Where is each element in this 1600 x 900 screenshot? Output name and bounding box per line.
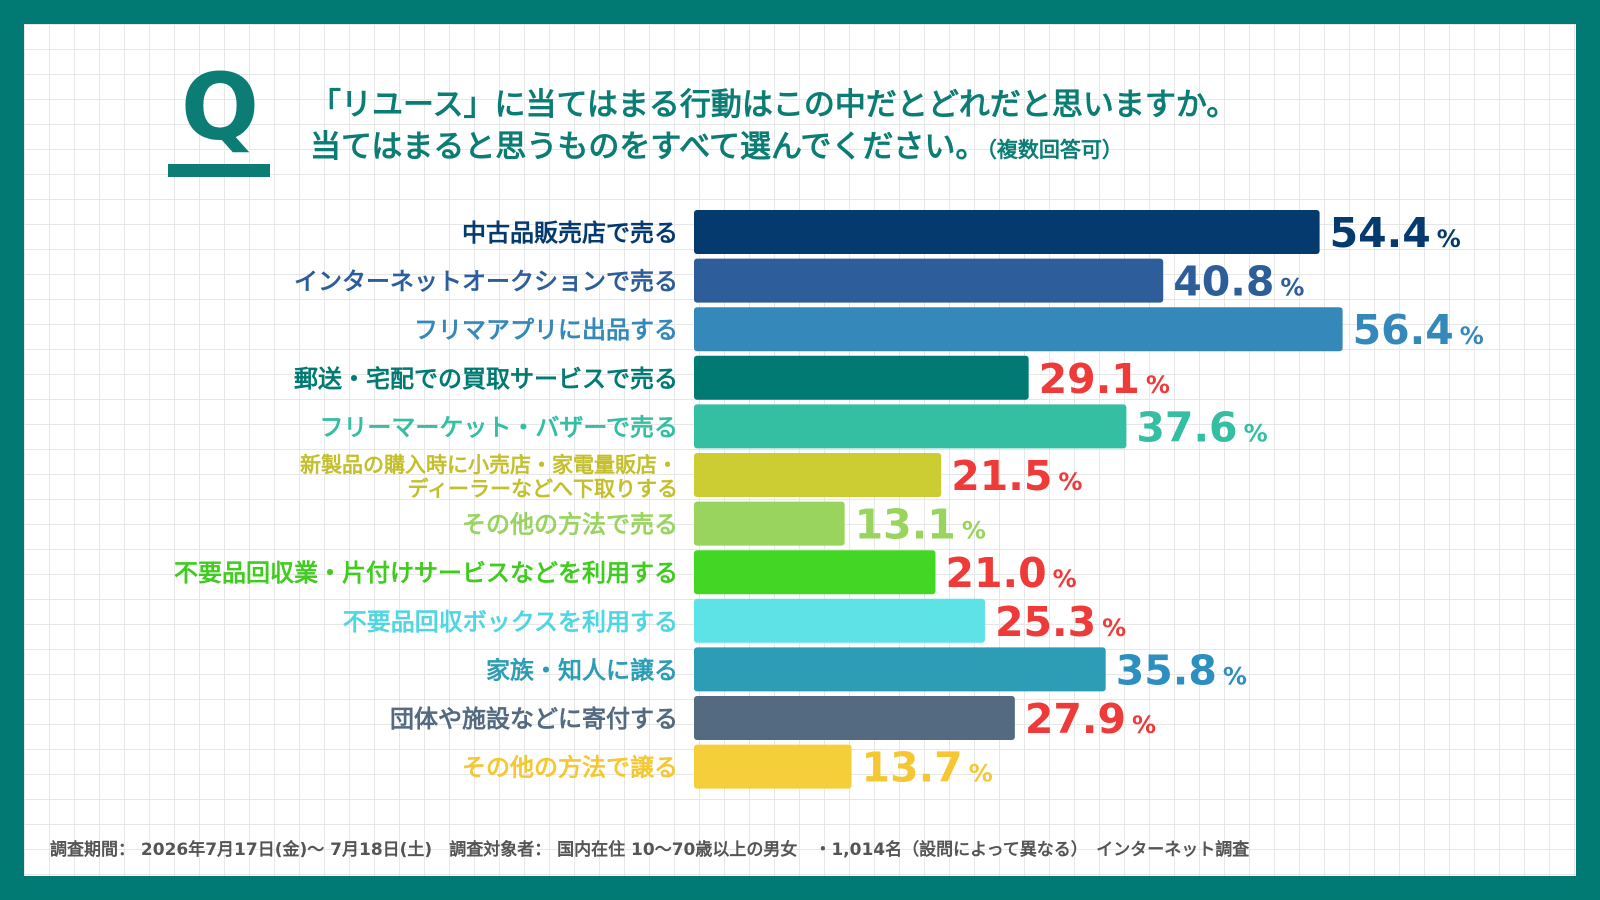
value-label: 37.6% xyxy=(1136,403,1267,451)
bar xyxy=(694,550,936,595)
value-label: 21.5% xyxy=(951,452,1082,500)
category-label: 不要品回収業・片付けサービスなどを利用する xyxy=(174,559,678,587)
bar xyxy=(694,501,845,546)
bar xyxy=(694,258,1164,303)
value-label: 25.3% xyxy=(995,598,1126,646)
category-label: 家族・知人に譲る xyxy=(486,656,678,684)
category-label: 不要品回収ボックスを利用する xyxy=(343,608,678,636)
bar xyxy=(694,307,1343,352)
value-label: 21.0% xyxy=(946,549,1077,597)
value-label: 40.8% xyxy=(1173,258,1304,306)
question-line1: 「リユース」に当てはまる行動はこの中だとどれだと思いますか。 xyxy=(310,87,1238,123)
question-note: （複数回答可） xyxy=(986,138,1123,162)
bar xyxy=(694,696,1015,740)
bar xyxy=(694,355,1029,400)
bar xyxy=(694,453,942,497)
value-label: 27.9% xyxy=(1025,695,1156,743)
bar xyxy=(694,647,1106,692)
bar xyxy=(694,404,1127,449)
value-label: 54.4% xyxy=(1330,209,1461,257)
bar xyxy=(694,744,852,789)
category-label: インターネットオークションで売る xyxy=(294,268,678,296)
value-label: 29.1% xyxy=(1039,355,1170,403)
question-q-mark: Q xyxy=(180,54,260,161)
question-line2-row: 当てはまると思うものをすべて選んでください。（複数回答可） xyxy=(310,126,1550,171)
value-label: 13.1% xyxy=(855,501,986,549)
bar xyxy=(694,210,1320,254)
category-label: 新製品の購入時に小売店・家電量販店・ディーラーなどへ下取りする xyxy=(300,453,678,501)
survey-footer: 調査期間： 2026年7月17日(金)～ 7月18日(土) 調査対象者： 国内在… xyxy=(50,840,1250,860)
category-label: フリマアプリに出品する xyxy=(414,316,678,344)
category-label: その他の方法で譲る xyxy=(462,754,678,782)
category-label: フリーマーケット・バザーで売る xyxy=(319,413,678,441)
category-label: 中古品販売店で売る xyxy=(462,219,678,247)
chart-card xyxy=(24,24,1576,876)
category-label: 団体や施設などに寄付する xyxy=(390,705,678,733)
question-underline xyxy=(168,164,270,177)
category-label: その他の方法で売る xyxy=(462,511,678,539)
category-label: 郵送・宅配での買取サービスで売る xyxy=(294,365,678,393)
value-label: 56.4% xyxy=(1353,306,1484,354)
question-line2: 当てはまると思うものをすべて選んでください。 xyxy=(310,129,987,165)
bar xyxy=(694,598,985,643)
value-label: 35.8% xyxy=(1116,646,1247,694)
value-label: 13.7% xyxy=(862,744,993,792)
question-title: 「リユース」に当てはまる行動はこの中だとどれだと思いますか。 当てはまると思うも… xyxy=(310,84,1550,171)
